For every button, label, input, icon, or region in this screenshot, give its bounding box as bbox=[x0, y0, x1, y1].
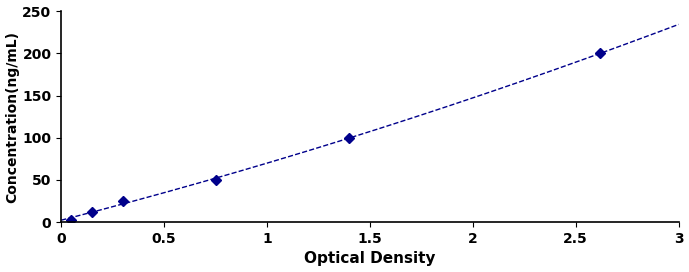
X-axis label: Optical Density: Optical Density bbox=[304, 251, 435, 267]
Y-axis label: Concentration(ng/mL): Concentration(ng/mL) bbox=[6, 31, 19, 203]
